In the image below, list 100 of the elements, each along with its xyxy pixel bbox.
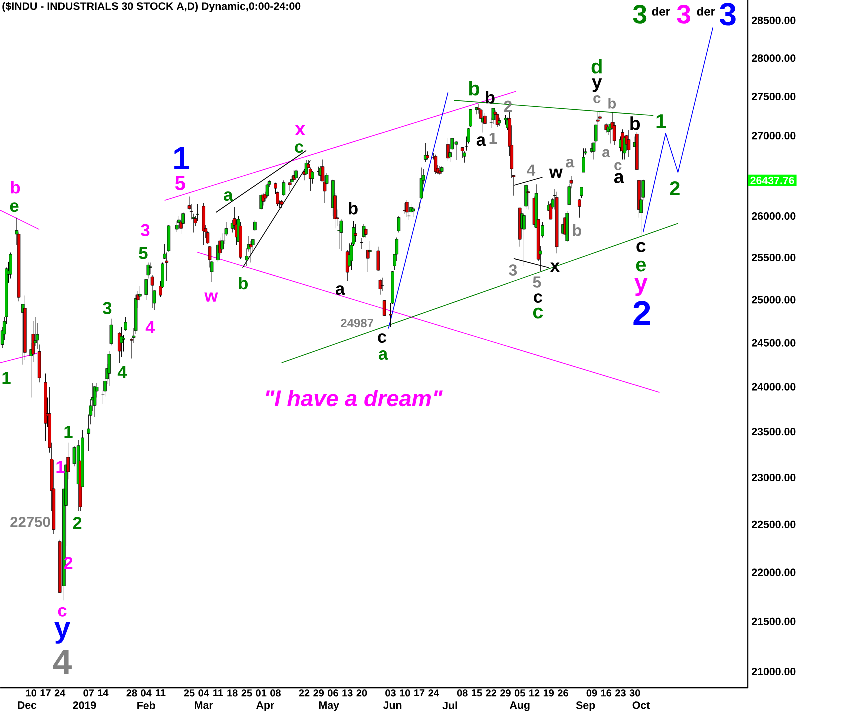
x2-tick-label: Feb [138,702,156,710]
y-tick-label: 25500.00 [752,254,796,262]
y-tick-label: 25000.00 [752,296,796,304]
candlestick [463,151,466,164]
annotation: a [336,286,346,296]
candlestick [266,184,270,198]
annotation: c [378,334,387,344]
annotation: y [592,78,602,92]
candlestick [598,111,602,122]
x-tick-label: 01 [256,690,267,697]
annotation: b [469,81,480,96]
annotation: 4 [118,366,128,378]
candlestick [376,246,380,272]
candlestick [144,279,148,300]
candlestick [469,108,472,128]
candlestick [382,300,386,316]
x-tick-label: 05 [514,690,526,697]
candlestick [378,279,382,296]
y-tick-label: 27500.00 [752,92,796,100]
x-tick-label: 04 [141,690,152,697]
annotation: 1 [656,114,666,128]
candlestick [282,180,286,196]
x-tick-label: 29 [500,690,511,697]
annotation: a [378,350,388,360]
candlestick [627,130,631,158]
annotation: w [549,168,563,178]
x-tick-label: 25 [242,690,252,697]
annotation: 22750 [10,516,50,528]
annotation: c [594,95,601,104]
candlestick [110,318,114,346]
text: 26437.76 [750,176,794,184]
y-tick-label: 28000.00 [752,54,796,62]
x-tick-label: 22 [486,690,497,697]
x-tick-label: 08 [457,690,468,697]
x-tick-label: 10 [400,690,410,697]
x2-tick-label: May [319,702,340,712]
x2-tick-label: Aug [510,702,530,712]
annotation: w [204,292,218,302]
annotation: 3 [720,3,736,26]
annotation: c [295,144,304,154]
x2-tick-label: Apr [256,702,274,712]
annotation: e [10,202,19,212]
annotation: der [697,7,716,16]
x-tick-label: 24 [428,690,440,697]
annotation: c [636,242,646,252]
annotation: 3 [677,4,691,24]
x2-tick-label: Jul [442,702,458,710]
x2-tick-label: Dec [18,702,37,710]
candlestick [148,262,152,275]
x-tick-label: 18 [228,690,238,697]
candlestick [549,202,553,220]
annotation: 4 [527,164,536,176]
annotation: 3 [509,264,518,276]
annotation: 4 [146,321,156,334]
x-tick-label: 23 [616,690,626,697]
x-tick-label: 15 [472,690,482,697]
annotation: 1 [2,372,11,384]
chart-title: ($INDU - INDUSTRIALS 30 STOCK A,D) Dynamic,0:00-24:00 [2,2,301,12]
x-tick-label: 11 [214,690,224,697]
x-tick-label: 26 [558,690,568,697]
x-tick-label: 13 [342,690,353,697]
candlestick [254,220,257,232]
candlestick [446,138,450,162]
x-tick-label: 03 [386,690,396,697]
annotation: 5 [533,276,542,288]
annotation: c [533,308,544,319]
candlestick [93,386,97,418]
y-tick-label: 28500.00 [752,16,796,24]
candlestick [354,224,358,242]
x-tick-label: 17 [414,690,425,697]
annotation: e [636,260,646,272]
y-tick-label: 27000.00 [752,132,796,140]
y-tick-label: 23500.00 [752,428,796,436]
annotation: 5 [175,176,186,190]
candlestick [403,202,407,214]
annotation: a [476,136,486,146]
annotation: d [592,59,602,74]
annotation: 1 [64,426,73,438]
annotation: 3 [141,224,150,236]
x2-tick-label: Jun [383,702,402,710]
candlestick [340,219,344,252]
annotation: 2 [634,301,650,326]
candlestick [418,202,422,210]
annotation: 4 [53,650,72,674]
annotation: c [614,162,622,170]
annotation: 1 [490,132,498,144]
annotation: y [54,622,71,644]
x-tick-label: 08 [270,690,281,697]
annotation: a [614,173,624,184]
x-tick-label: 10 [26,690,36,697]
x-tick-label: 09 [586,690,598,697]
annotation: b [630,116,640,130]
x-tick-label: 11 [156,690,166,697]
x2-tick-label: 2019 [73,702,96,710]
annotation: y [634,278,648,296]
x-tick-label: 14 [98,690,109,697]
annotation: b [239,276,248,290]
x-tick-label: 24 [54,690,66,697]
annotation: b [11,181,20,194]
annotation: 24987 [341,319,374,328]
